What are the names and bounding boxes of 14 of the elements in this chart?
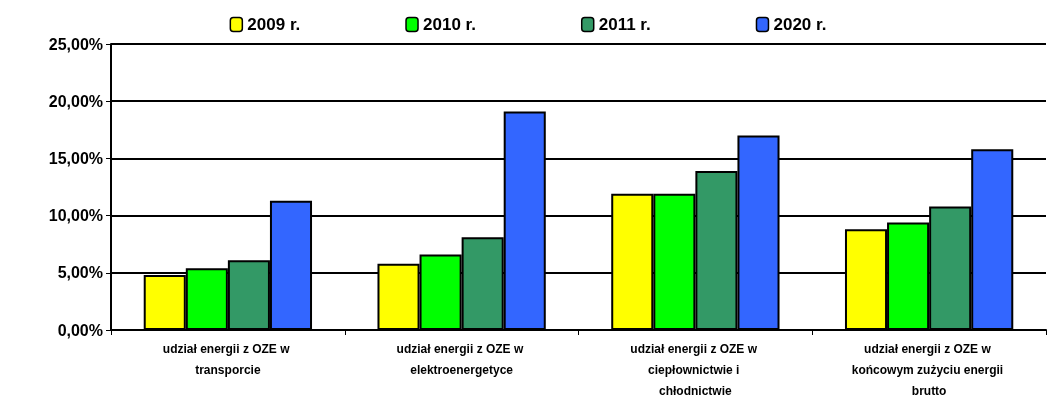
y-tick-label: 5,00%: [57, 264, 103, 282]
y-tick-label: 10,00%: [48, 207, 103, 225]
y-tick-label: 20,00%: [48, 92, 103, 110]
x-tick-label: udział energii z OZE w końcowym zużyciu energii brutto: [851, 341, 1007, 398]
legend-label: 2020 r.: [773, 15, 827, 34]
x-tick-label: udział energii z OZE w elektroenergetyce: [396, 341, 527, 377]
x-tick-label: udział energii z OZE w transporcie: [162, 341, 293, 377]
y-tick-label: 0,00%: [57, 321, 103, 339]
y-tick-label: 15,00%: [48, 149, 103, 167]
x-tick-label: udział energii z OZE w ciepłownictwie i chłodnictwie: [630, 341, 761, 398]
legend-label: 2009 r.: [247, 15, 301, 34]
y-tick-label: 25,00%: [48, 35, 103, 53]
legend-label: 2010 r.: [423, 15, 476, 34]
legend-label: 2011 r.: [598, 15, 651, 34]
